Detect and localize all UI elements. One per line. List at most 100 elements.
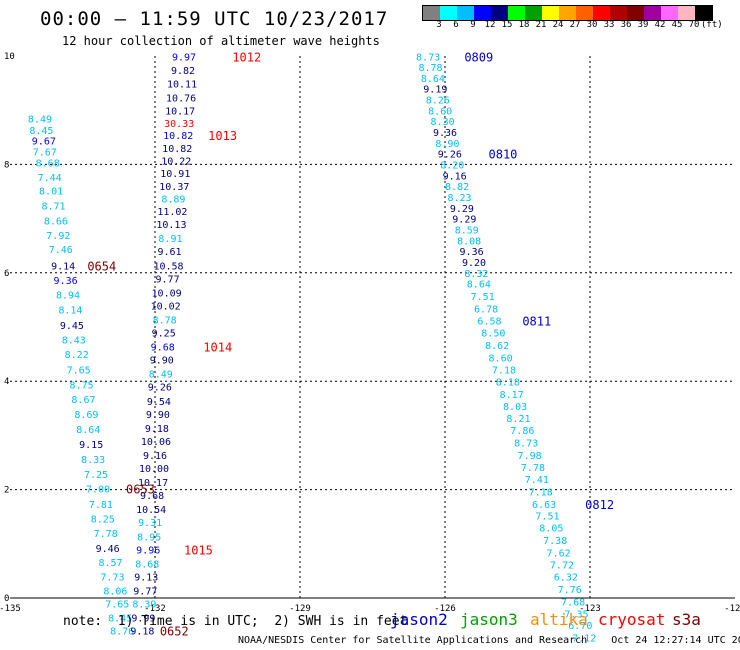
data-point-cryosat: 8.95	[137, 532, 161, 543]
colorbar-swatch	[678, 6, 695, 20]
data-point-cryosat: 10.76	[166, 93, 196, 104]
data-point-jason2: 8.05	[539, 524, 563, 535]
data-point-s3a: 7.25	[84, 470, 108, 481]
data-point-jason2: 7.86	[510, 426, 534, 437]
data-points: 8.498.459.677.678.687.448.018.718.667.92…	[28, 53, 596, 645]
legend-cryosat: cryosat	[598, 610, 666, 629]
data-point-cryosat: 9.96	[136, 545, 160, 556]
time-label: 0811	[522, 315, 551, 329]
colorbar-label: (ft)	[701, 20, 723, 30]
chart-title: 00:00 – 11:59 UTC 10/23/2017	[40, 8, 389, 30]
data-point-s3a: 8.57	[98, 558, 122, 569]
data-point-s3a: 8.45	[29, 126, 53, 137]
data-point-jason2: 7.12	[572, 634, 596, 645]
legend-jason2: jason2	[390, 610, 448, 629]
time-label: 0653	[126, 483, 155, 497]
data-point-cryosat: 9.68	[140, 491, 164, 502]
data-point-jason2: 9.29	[452, 215, 476, 226]
data-point-s3a: 8.06	[103, 586, 127, 597]
data-point-jason2: 7.41	[525, 475, 549, 486]
data-point-cryosat: 10.13	[156, 220, 186, 231]
data-point-cryosat: 9.54	[147, 397, 171, 408]
x-tick-label: -126	[434, 604, 456, 614]
time-label: 0812	[585, 498, 614, 512]
time-labels: 1012 1013 1014 1015 0654 0653 0652 0809 0810 0811…	[87, 51, 614, 639]
time-label: 0652	[160, 625, 189, 639]
data-point-cryosat: 10.82	[163, 131, 193, 142]
data-point-s3a: 8.71	[41, 202, 65, 213]
time-label: 0654	[87, 259, 116, 273]
data-point-s3a: 7.81	[89, 500, 113, 511]
data-point-cryosat: 8.49	[149, 370, 173, 381]
data-point-jason2: 7.68	[561, 597, 585, 608]
colorbar-label: 15	[501, 20, 513, 30]
y-tick-label: 6	[4, 269, 9, 279]
data-point-jason2: 7.72	[550, 560, 574, 571]
colorbar-label: 27	[569, 20, 581, 30]
data-point-cryosat: 9.99	[131, 614, 155, 625]
data-point-cryosat: 10.06	[141, 437, 171, 448]
y-tick-label: 0	[4, 594, 9, 604]
data-point-s3a: 9.36	[54, 276, 78, 287]
colorbar-label: 18	[518, 20, 530, 30]
colorbar-swatch	[627, 6, 644, 20]
footer-note: note: 1) Time is in UTC; 2) SWH is in fe…	[63, 614, 408, 629]
data-point-s3a: 7.65	[105, 600, 129, 611]
data-point-cryosat: 10.00	[139, 464, 169, 475]
data-point-cryosat: 9.18	[145, 424, 169, 435]
data-point-s3a: 7.44	[38, 173, 62, 184]
data-point-cryosat: 9.68	[151, 343, 175, 354]
data-point-s3a: 8.69	[74, 410, 98, 421]
data-point-jason2: 8.64	[467, 280, 491, 291]
data-point-s3a: 9.14	[51, 261, 75, 272]
data-point-jason2: 6.58	[477, 317, 501, 328]
data-point-s3a: 8.94	[56, 291, 80, 302]
data-point-cryosat: 10.17	[138, 478, 168, 489]
data-point-s3a: 8.68	[36, 158, 60, 169]
data-point-cryosat: 9.13	[134, 572, 158, 583]
colorbar-label: 24	[552, 20, 564, 30]
x-tick-label: -132	[144, 604, 166, 614]
data-point-jason2: 9.19	[423, 85, 447, 96]
colorbar-swatch	[559, 6, 576, 20]
data-point-jason2: 9.36	[433, 128, 457, 139]
data-point-jason2: 8.32	[464, 269, 488, 280]
data-point-jason2: 8.08	[457, 236, 481, 247]
data-point-jason2: 7.98	[518, 451, 542, 462]
time-label: 1014	[203, 341, 232, 355]
data-point-jason2: 7.51	[535, 512, 559, 523]
data-point-jason2: 8.78	[418, 63, 442, 74]
data-point-cryosat: 10.82	[162, 144, 192, 155]
data-point-s3a: 7.67	[33, 147, 57, 158]
colorbar-swatch	[593, 6, 610, 20]
data-point-cryosat: 8.89	[161, 195, 185, 206]
data-point-jason2: 9.36	[460, 247, 484, 258]
data-point-cryosat: 8.91	[158, 234, 182, 245]
data-point-cryosat: 10.02	[151, 301, 181, 312]
data-point-jason2: 7.62	[547, 549, 571, 560]
colorbar-label: 3	[436, 20, 442, 30]
data-point-cryosat: 8.78	[153, 315, 177, 326]
colorbar-swatch	[491, 6, 508, 20]
data-point-s3a: 8.43	[62, 336, 86, 347]
colorbar-label: 36	[620, 20, 632, 30]
colorbar-label: 70	[688, 20, 700, 30]
data-point-s3a: 7.92	[46, 231, 70, 242]
colorbar-label: 21	[535, 20, 547, 30]
data-point-jason2: 8.62	[485, 341, 509, 352]
data-point-cryosat: 9.97	[172, 53, 196, 64]
data-point-cryosat: 10.91	[160, 169, 190, 180]
colorbar-swatch	[695, 6, 712, 20]
data-point-jason2: 7.76	[558, 585, 582, 596]
data-point-jason2: 8.21	[506, 414, 530, 425]
data-point-jason2: 7.78	[521, 463, 545, 474]
y-tick-label: 2	[4, 486, 9, 496]
data-point-s3a: 9.15	[79, 440, 103, 451]
colorbar-swatch	[661, 6, 678, 20]
colorbar-swatch	[542, 6, 559, 20]
x-tick-label: -129	[289, 604, 311, 614]
data-point-cryosat: 8.68	[135, 559, 159, 570]
colorbar-label: 42	[654, 20, 666, 30]
data-point-s3a: 8.14	[58, 306, 82, 317]
legend-s3a: s3a	[672, 610, 701, 629]
